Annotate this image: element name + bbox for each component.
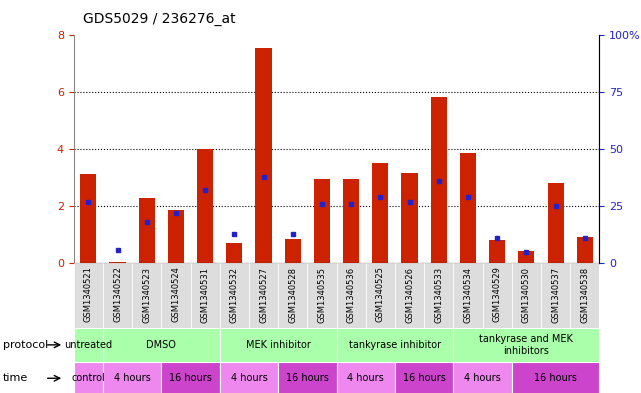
Bar xyxy=(74,362,103,393)
Bar xyxy=(256,48,272,263)
Bar xyxy=(110,262,126,263)
Bar xyxy=(424,263,453,328)
Text: 4 hours: 4 hours xyxy=(464,373,501,383)
Bar xyxy=(190,263,220,328)
Bar xyxy=(337,328,453,362)
Text: 4 hours: 4 hours xyxy=(113,373,151,383)
Text: 16 hours: 16 hours xyxy=(534,373,577,383)
Bar xyxy=(226,243,242,263)
Text: GSM1340533: GSM1340533 xyxy=(434,266,443,323)
Bar xyxy=(343,179,359,263)
Text: GSM1340536: GSM1340536 xyxy=(347,266,356,323)
Bar xyxy=(395,263,424,328)
Bar xyxy=(547,183,563,263)
Text: tankyrase and MEK
inhibitors: tankyrase and MEK inhibitors xyxy=(479,334,573,356)
Text: 16 hours: 16 hours xyxy=(403,373,445,383)
Text: GSM1340531: GSM1340531 xyxy=(201,266,210,323)
Text: untreated: untreated xyxy=(64,340,112,350)
Text: 4 hours: 4 hours xyxy=(231,373,267,383)
Text: tankyrase inhibitor: tankyrase inhibitor xyxy=(349,340,441,350)
Bar xyxy=(80,174,96,263)
Text: control: control xyxy=(71,373,105,383)
Text: 4 hours: 4 hours xyxy=(347,373,384,383)
Bar xyxy=(103,328,220,362)
Bar xyxy=(570,263,599,328)
Text: GSM1340532: GSM1340532 xyxy=(230,266,239,323)
Bar xyxy=(541,263,570,328)
Bar xyxy=(577,237,593,263)
Bar xyxy=(395,362,453,393)
Bar xyxy=(453,328,599,362)
Bar xyxy=(220,328,337,362)
Bar xyxy=(307,263,337,328)
Bar xyxy=(278,362,337,393)
Bar xyxy=(453,362,512,393)
Text: GSM1340521: GSM1340521 xyxy=(84,266,93,322)
Text: GSM1340535: GSM1340535 xyxy=(317,266,326,323)
Bar xyxy=(278,263,307,328)
Bar xyxy=(460,153,476,263)
Text: GSM1340526: GSM1340526 xyxy=(405,266,414,323)
Bar xyxy=(103,263,132,328)
Bar xyxy=(337,263,366,328)
Bar xyxy=(453,263,483,328)
Bar xyxy=(132,263,162,328)
Text: time: time xyxy=(3,373,28,383)
Bar xyxy=(431,97,447,263)
Bar xyxy=(74,263,103,328)
Bar xyxy=(162,362,220,393)
Text: GDS5029 / 236276_at: GDS5029 / 236276_at xyxy=(83,11,236,26)
Bar xyxy=(337,362,395,393)
Text: GSM1340534: GSM1340534 xyxy=(463,266,472,323)
Bar xyxy=(489,240,505,263)
Bar xyxy=(285,239,301,263)
Bar xyxy=(519,252,535,263)
Text: GSM1340537: GSM1340537 xyxy=(551,266,560,323)
Bar xyxy=(483,263,512,328)
Bar xyxy=(314,179,330,263)
Bar xyxy=(372,163,388,263)
Bar xyxy=(162,263,190,328)
Bar xyxy=(168,210,184,263)
Bar xyxy=(197,149,213,263)
Bar xyxy=(74,328,103,362)
Bar xyxy=(138,198,154,263)
Text: DMSO: DMSO xyxy=(146,340,176,350)
Text: GSM1340538: GSM1340538 xyxy=(580,266,589,323)
Bar xyxy=(103,362,162,393)
Bar xyxy=(366,263,395,328)
Bar xyxy=(401,173,417,263)
Text: 16 hours: 16 hours xyxy=(169,373,212,383)
Text: GSM1340525: GSM1340525 xyxy=(376,266,385,322)
Bar xyxy=(512,263,541,328)
Text: GSM1340524: GSM1340524 xyxy=(171,266,180,322)
Text: GSM1340529: GSM1340529 xyxy=(493,266,502,322)
Text: GSM1340522: GSM1340522 xyxy=(113,266,122,322)
Bar xyxy=(220,362,278,393)
Bar xyxy=(220,263,249,328)
Text: GSM1340523: GSM1340523 xyxy=(142,266,151,323)
Text: GSM1340527: GSM1340527 xyxy=(259,266,268,323)
Bar xyxy=(512,362,599,393)
Text: protocol: protocol xyxy=(3,340,49,350)
Text: MEK inhibitor: MEK inhibitor xyxy=(246,340,310,350)
Text: GSM1340528: GSM1340528 xyxy=(288,266,297,323)
Text: 16 hours: 16 hours xyxy=(286,373,329,383)
Text: GSM1340530: GSM1340530 xyxy=(522,266,531,323)
Bar xyxy=(249,263,278,328)
